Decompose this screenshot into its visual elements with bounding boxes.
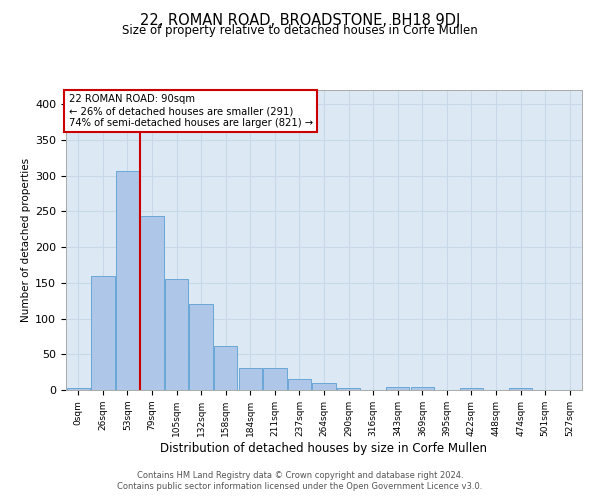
Bar	[165, 280, 188, 390]
Bar	[67, 388, 90, 390]
Bar	[239, 368, 262, 390]
Bar	[140, 216, 164, 390]
Bar	[509, 388, 532, 390]
Bar	[410, 387, 434, 390]
Bar	[313, 383, 335, 390]
Bar	[337, 388, 360, 390]
Bar	[288, 378, 311, 390]
Bar	[91, 276, 115, 390]
Bar	[116, 170, 139, 390]
Text: Contains public sector information licensed under the Open Government Licence v3: Contains public sector information licen…	[118, 482, 482, 491]
Text: Contains HM Land Registry data © Crown copyright and database right 2024.: Contains HM Land Registry data © Crown c…	[137, 471, 463, 480]
Text: Size of property relative to detached houses in Corfe Mullen: Size of property relative to detached ho…	[122, 24, 478, 37]
X-axis label: Distribution of detached houses by size in Corfe Mullen: Distribution of detached houses by size …	[161, 442, 487, 454]
Bar	[386, 387, 409, 390]
Y-axis label: Number of detached properties: Number of detached properties	[21, 158, 31, 322]
Bar	[460, 388, 483, 390]
Text: 22 ROMAN ROAD: 90sqm
← 26% of detached houses are smaller (291)
74% of semi-deta: 22 ROMAN ROAD: 90sqm ← 26% of detached h…	[68, 94, 313, 128]
Bar	[190, 304, 213, 390]
Bar	[214, 346, 238, 390]
Text: 22, ROMAN ROAD, BROADSTONE, BH18 9DJ: 22, ROMAN ROAD, BROADSTONE, BH18 9DJ	[140, 12, 460, 28]
Bar	[263, 368, 287, 390]
